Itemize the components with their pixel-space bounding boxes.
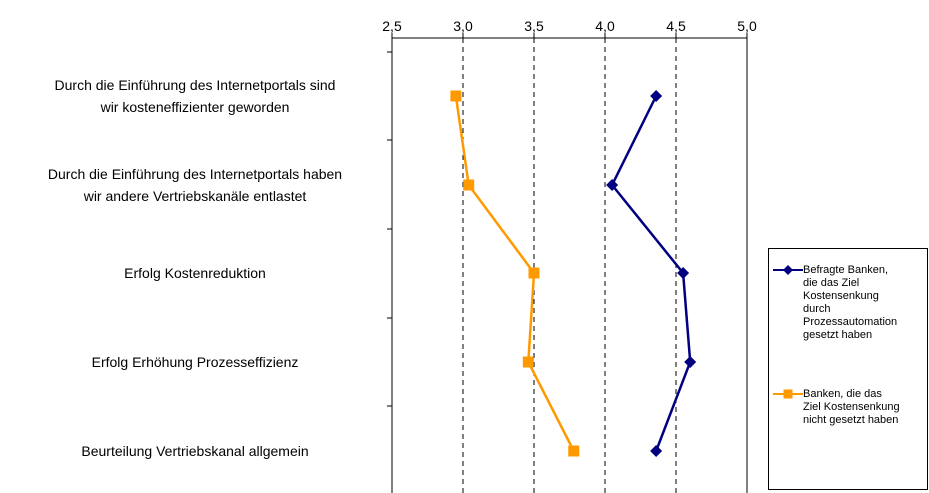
category-label: Erfolg Erhöhung Prozesseffizienz <box>0 351 390 373</box>
series-1 <box>606 90 697 457</box>
data-point <box>684 356 697 368</box>
category-label-line: wir andere Vertriebskanäle entlastet <box>83 188 307 204</box>
x-axis <box>391 33 748 493</box>
x-tick-label: 3,0 <box>453 18 473 34</box>
category-label-line: Beurteilung Vertriebskanal allgemein <box>81 443 309 459</box>
data-point <box>450 90 462 102</box>
data-point <box>650 445 663 457</box>
category-label-line: Erfolg Erhöhung Prozesseffizienz <box>91 354 299 370</box>
legend-label-line: Ziel Kostensenkung <box>803 401 900 413</box>
legend-label-line: Banken, die das <box>803 388 882 400</box>
category-ticks <box>387 51 392 407</box>
data-point <box>568 445 580 457</box>
legend-label-line: Befragte Banken, <box>803 264 889 276</box>
legend-swatch-marker <box>783 389 793 399</box>
legend-swatch-marker <box>783 265 793 275</box>
legend-swatch <box>773 265 803 275</box>
category-label-line: Erfolg Kostenreduktion <box>124 265 266 281</box>
category-label: Durch die Einführung des Internetportals… <box>0 74 390 118</box>
legend-label-line: gesetzt haben <box>803 329 873 341</box>
legend-label-line: Prozessautomation <box>803 316 898 328</box>
data-point <box>463 179 475 191</box>
legend-label-line: Kostensenkung <box>803 290 879 302</box>
x-tick-label: 2,5 <box>382 18 402 34</box>
category-label-line: Durch die Einführung des Internetportals… <box>47 166 343 182</box>
legend-label-line: durch <box>803 303 831 315</box>
legend-swatch <box>773 389 803 399</box>
data-point <box>522 356 534 368</box>
legend-label: Befragte Banken, die das Ziel Kostensenkun… <box>803 264 927 342</box>
category-label: Beurteilung Vertriebskanal allgemein <box>0 440 390 462</box>
data-point <box>677 267 690 279</box>
legend-label: Banken, die das Ziel Kostensenkung nicht g… <box>803 388 927 427</box>
category-label-line: wir kosteneffizienter geworden <box>100 99 290 115</box>
data-point <box>528 267 540 279</box>
data-point <box>650 90 663 102</box>
category-label: Durch die Einführung des Internetportals… <box>0 163 390 207</box>
data-point <box>606 179 619 191</box>
grid-lines <box>462 38 748 493</box>
x-tick-label: 3,5 <box>524 18 544 34</box>
series-layer <box>450 90 697 457</box>
legend: Befragte Banken, die das Ziel Kostensenkun… <box>768 248 928 490</box>
x-tick-labels: 2,5 3,0 3,5 4,0 4,5 5,0 <box>382 18 757 34</box>
x-tick-label: 4,5 <box>666 18 686 34</box>
x-tick-label: 4,0 <box>595 18 615 34</box>
x-tick-label: 5,0 <box>737 18 757 34</box>
legend-label-line: die das Ziel <box>803 277 860 289</box>
series-line <box>454 95 575 452</box>
legend-label-line: nicht gesetzt haben <box>803 414 899 426</box>
series-2 <box>450 90 580 457</box>
category-label: Erfolg Kostenreduktion <box>0 262 390 284</box>
category-label-line: Durch die Einführung des Internetportals… <box>54 77 336 93</box>
